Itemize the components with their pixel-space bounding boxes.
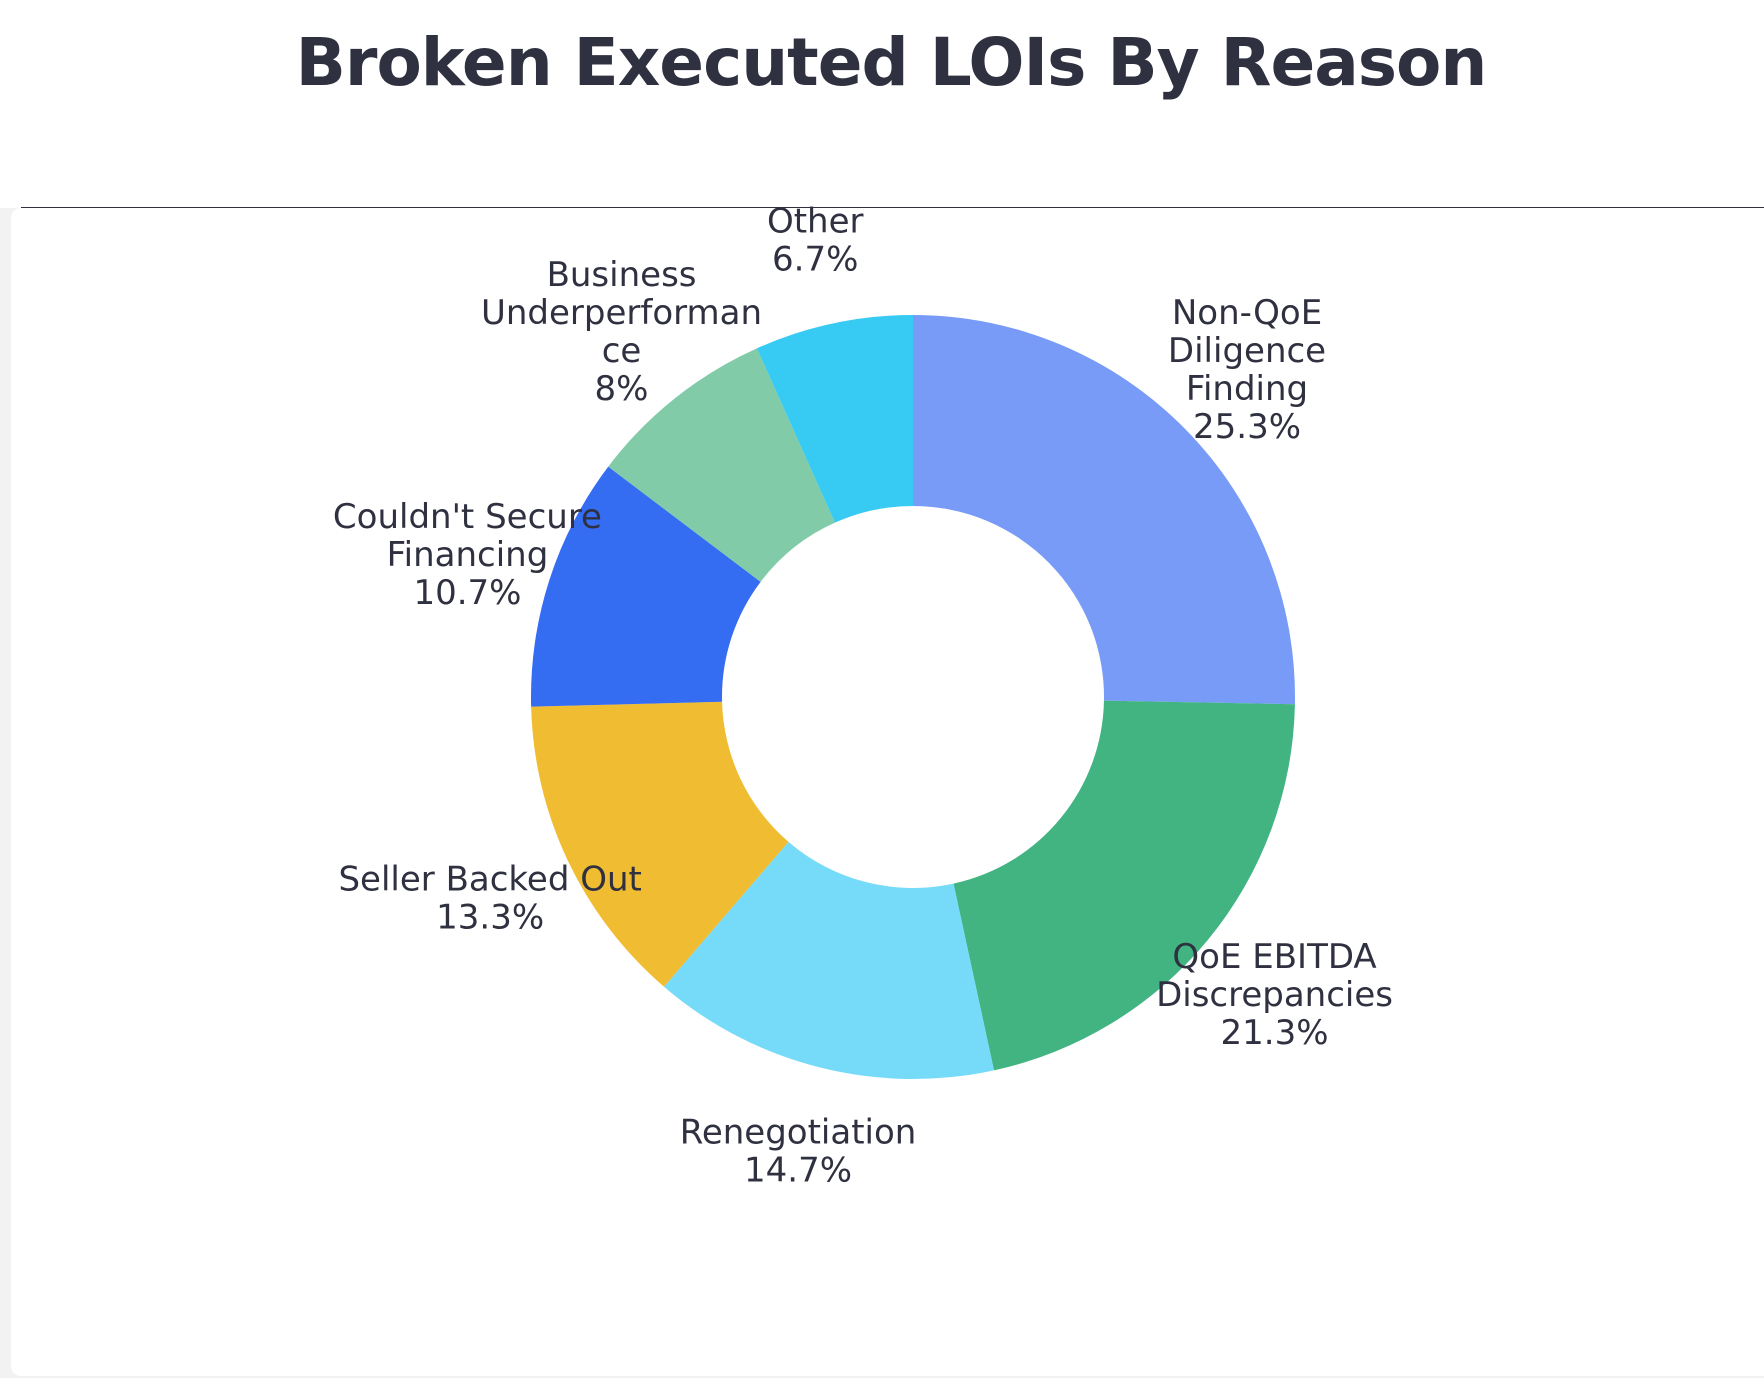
label-text-qoe-ebitda-discrepancies: QoE EBITDA <box>1172 937 1376 977</box>
label-text-non-qoe-diligence-finding: Non-QoE <box>1172 293 1322 333</box>
slice-non-qoe-diligence-finding[interactable] <box>913 315 1295 705</box>
label-value-renegotiation: 14.7% <box>744 1151 852 1191</box>
label-renegotiation: Renegotiation 14.7% <box>680 1113 917 1191</box>
label-value-other: 6.7% <box>772 239 858 279</box>
label-value-business-underperforman-ce: 8% <box>595 369 649 409</box>
label-business-underperforman-ce: Business Underperforman ce 8% <box>481 255 762 409</box>
slice-labels: Non-QoE Diligence Finding 25.3%QoE EBITDA Di… <box>333 201 1393 1190</box>
label-text-couldn-t-secure-financing: Financing <box>387 535 549 575</box>
label-text-qoe-ebitda-discrepancies: Discrepancies <box>1156 975 1393 1015</box>
label-text-non-qoe-diligence-finding: Diligence <box>1168 331 1326 371</box>
label-qoe-ebitda-discrepancies: QoE EBITDA Discrepancies 21.3% <box>1156 937 1393 1053</box>
label-text-business-underperforman-ce: ce <box>602 331 642 371</box>
label-text-couldn-t-secure-financing: Couldn't Secure <box>333 497 602 537</box>
label-non-qoe-diligence-finding: Non-QoE Diligence Finding 25.3% <box>1168 293 1326 447</box>
slice-qoe-ebitda-discrepancies[interactable] <box>953 700 1295 1071</box>
label-text-business-underperforman-ce: Business <box>547 255 697 295</box>
label-value-couldn-t-secure-financing: 10.7% <box>413 573 521 613</box>
label-text-other: Other <box>767 201 864 241</box>
label-text-seller-backed-out: Seller Backed Out <box>338 860 641 900</box>
slice-couldn-t-secure-financing[interactable] <box>531 466 761 707</box>
label-couldn-t-secure-financing: Couldn't Secure Financing 10.7% <box>333 497 602 613</box>
page-header: Broken Executed LOIs By Reason <box>0 0 1764 208</box>
label-seller-backed-out: Seller Backed Out 13.3% <box>338 860 641 938</box>
label-value-qoe-ebitda-discrepancies: 21.3% <box>1221 1013 1329 1053</box>
label-value-seller-backed-out: 13.3% <box>436 898 544 938</box>
page-title: Broken Executed LOIs By Reason <box>295 24 1488 101</box>
label-text-business-underperforman-ce: Underperforman <box>481 293 762 333</box>
label-value-non-qoe-diligence-finding: 25.3% <box>1193 407 1301 447</box>
label-text-non-qoe-diligence-finding: Finding <box>1186 369 1308 409</box>
label-other: Other 6.7% <box>767 201 864 279</box>
slice-renegotiation[interactable] <box>663 841 994 1079</box>
label-text-renegotiation: Renegotiation <box>680 1113 917 1153</box>
donut-slices <box>531 315 1295 1079</box>
slice-seller-backed-out[interactable] <box>531 701 789 987</box>
slice-other[interactable] <box>756 315 913 523</box>
slice-business-underperforman-ce[interactable] <box>608 348 835 582</box>
